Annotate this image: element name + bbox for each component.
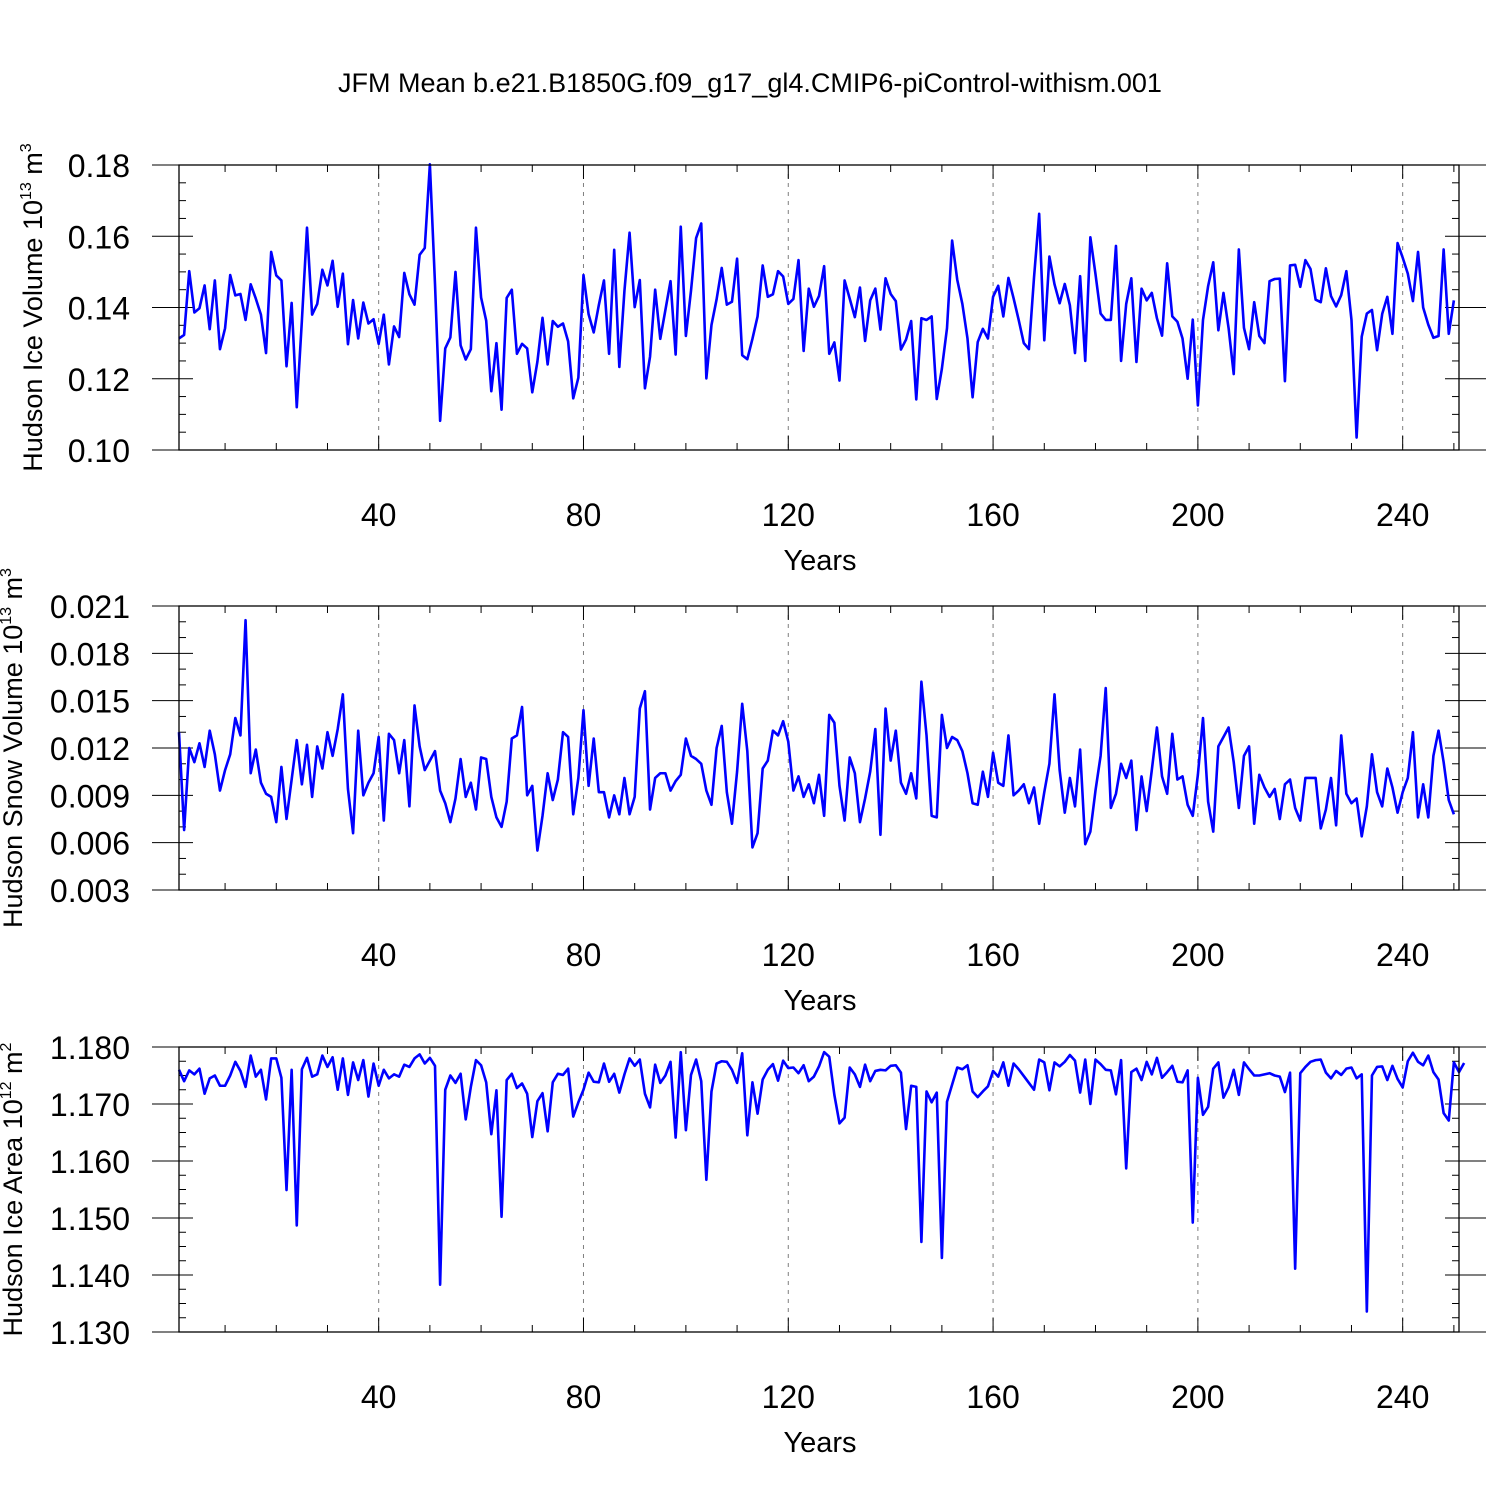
panel-ice-volume: 0.10 0.12 0.14 0.16 0.18 40 80 120 160 200 240 Year…: [18, 143, 1486, 577]
y-axis-label-unit-exponent: 2: [0, 1042, 15, 1051]
y-axis-label: Hudson Ice Volume 1013 m3: [18, 143, 48, 471]
plot-frame: [178, 605, 1460, 891]
series-line-snow-volume: [177, 618, 1456, 852]
plot-frame: [178, 1046, 1460, 1333]
y-tick-label: 1.160: [50, 1144, 130, 1180]
y-tick-label: 1.140: [50, 1258, 130, 1294]
x-tick-label: 200: [1171, 497, 1224, 533]
x-tick-label: 120: [762, 497, 815, 533]
y-axis-label-unit: m: [0, 1051, 28, 1081]
x-tick-label: 200: [1171, 1379, 1224, 1415]
y-axis-label-main: Hudson Ice Volume 10: [18, 200, 48, 472]
x-tick-label: 200: [1171, 937, 1224, 973]
x-tick-label: 80: [566, 937, 602, 973]
x-axis-label: Years: [783, 1427, 856, 1459]
y-tick-label: 0.015: [50, 684, 130, 720]
y-tick-label: 1.170: [50, 1087, 130, 1123]
x-tick-label: 40: [361, 1379, 397, 1415]
x-tick-label: 40: [361, 497, 397, 533]
y-axis-label-main: Hudson Snow Volume 10: [0, 625, 28, 928]
x-tick-label: 160: [966, 937, 1019, 973]
x-tick-label: 120: [762, 1379, 815, 1415]
x-axis-label: Years: [783, 985, 856, 1017]
x-tick-label: 240: [1376, 497, 1429, 533]
y-tick-label: 0.16: [68, 219, 130, 255]
y-axis-label-unit-exponent: 3: [0, 568, 15, 577]
y-axis-label-unit-exponent: 3: [18, 143, 35, 152]
x-tick-label: 160: [966, 1379, 1019, 1415]
x-tick-label: 240: [1376, 937, 1429, 973]
y-axis-label-unit: m: [0, 577, 28, 607]
y-axis-label: Hudson Ice Area 1012 m2: [0, 1042, 28, 1336]
y-axis-label-unit: m: [18, 152, 48, 182]
y-axis-label-exponent: 12: [0, 1081, 15, 1099]
y-tick-label: 0.10: [68, 433, 130, 469]
y-tick-label: 0.14: [68, 291, 130, 327]
y-tick-label: 0.006: [50, 826, 130, 862]
y-tick-label: 0.018: [50, 636, 130, 672]
y-tick-label: 0.003: [50, 873, 130, 909]
y-tick-label: 1.150: [50, 1201, 130, 1237]
y-tick-label: 1.180: [50, 1030, 130, 1066]
y-tick-label: 1.130: [50, 1315, 130, 1351]
x-axis-label: Years: [783, 545, 856, 577]
panel-snow-volume: 0.003 0.006 0.009 0.012 0.015 0.018 0.021 40 80 1…: [0, 568, 1486, 1017]
figure-title: JFM Mean b.e21.B1850G.f09_g17_gl4.CMIP6-…: [338, 68, 1162, 98]
y-axis-label-exponent: 13: [18, 182, 35, 200]
y-tick-label: 0.18: [68, 148, 130, 184]
y-tick-label: 0.009: [50, 778, 130, 814]
y-tick-label: 0.12: [68, 362, 130, 398]
plot-frame: [178, 164, 1460, 451]
y-tick-label: 0.021: [50, 589, 130, 625]
y-axis-label: Hudson Snow Volume 1013 m3: [0, 568, 28, 928]
x-tick-label: 80: [566, 497, 602, 533]
x-tick-label: 80: [566, 1379, 602, 1415]
x-tick-label: 120: [762, 937, 815, 973]
y-axis-label-main: Hudson Ice Area 10: [0, 1099, 28, 1336]
panel-ice-area: 1.130 1.140 1.150 1.160 1.170 1.180 40 80 120 160…: [0, 1030, 1486, 1459]
y-axis-label-exponent: 13: [0, 607, 15, 625]
x-tick-label: 240: [1376, 1379, 1429, 1415]
series-line-ice-volume: [178, 162, 1456, 439]
x-tick-label: 40: [361, 937, 397, 973]
series-line-ice-area: [177, 1050, 1466, 1313]
x-tick-label: 160: [966, 497, 1019, 533]
y-tick-label: 0.012: [50, 731, 130, 767]
